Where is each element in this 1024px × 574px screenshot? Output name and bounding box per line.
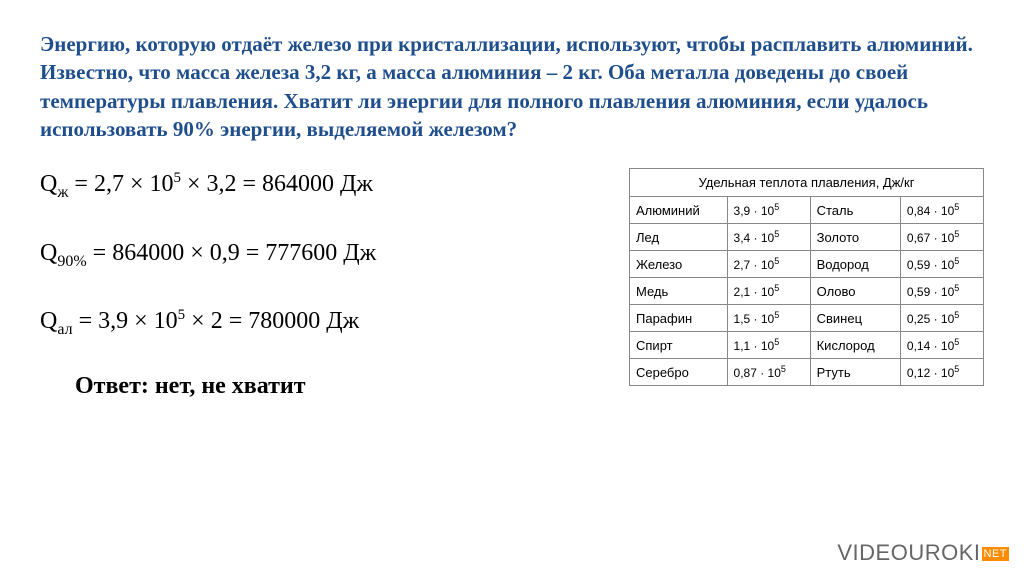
content-area: Qж = 2,7 × 105 × 3,2 = 864000 Дж Q90% = …	[40, 168, 984, 400]
heat-table-container: Удельная теплота плавления, Дж/кг Алюмин…	[629, 168, 984, 400]
material-name: Золото	[810, 224, 900, 251]
material-value: 0,25 · 105	[900, 305, 983, 332]
table-row: Железо2,7 · 105Водород0,59 · 105	[630, 251, 984, 278]
material-name: Ртуть	[810, 359, 900, 386]
material-name: Серебро	[630, 359, 728, 386]
problem-statement: Энергию, которую отдаёт железо при крист…	[40, 30, 984, 143]
watermark-tld: NET	[982, 547, 1010, 561]
material-value: 0,59 · 105	[900, 251, 983, 278]
material-name: Свинец	[810, 305, 900, 332]
material-name: Спирт	[630, 332, 728, 359]
table-row: Спирт1,1 · 105Кислород0,14 · 105	[630, 332, 984, 359]
equation-iron: Qж = 2,7 × 105 × 3,2 = 864000 Дж	[40, 168, 609, 204]
material-value: 0,84 · 105	[900, 197, 983, 224]
material-value: 0,14 · 105	[900, 332, 983, 359]
material-value: 1,5 · 105	[727, 305, 810, 332]
material-value: 3,4 · 105	[727, 224, 810, 251]
answer-text: Ответ: нет, не хватит	[75, 373, 609, 400]
material-name: Парафин	[630, 305, 728, 332]
table-row: Парафин1,5 · 105Свинец0,25 · 105	[630, 305, 984, 332]
table-row: Алюминий3,9 · 105Сталь0,84 · 105	[630, 197, 984, 224]
material-name: Алюминий	[630, 197, 728, 224]
material-value: 0,87 · 105	[727, 359, 810, 386]
equations-block: Qж = 2,7 × 105 × 3,2 = 864000 Дж Q90% = …	[40, 168, 609, 400]
material-value: 2,1 · 105	[727, 278, 810, 305]
material-name: Сталь	[810, 197, 900, 224]
equation-aluminum: Qал = 3,9 × 105 × 2 = 780000 Дж	[40, 305, 609, 341]
watermark: VIDEOUROKINET	[837, 540, 1009, 566]
table-body: Алюминий3,9 · 105Сталь0,84 · 105Лед3,4 ·…	[630, 197, 984, 386]
equation-90percent: Q90% = 864000 × 0,9 = 777600 Дж	[40, 237, 609, 273]
material-value: 2,7 · 105	[727, 251, 810, 278]
material-name: Медь	[630, 278, 728, 305]
material-name: Железо	[630, 251, 728, 278]
material-name: Лед	[630, 224, 728, 251]
material-name: Олово	[810, 278, 900, 305]
material-value: 0,67 · 105	[900, 224, 983, 251]
watermark-brand: VIDEOUROKI	[837, 540, 980, 565]
table-row: Лед3,4 · 105Золото0,67 · 105	[630, 224, 984, 251]
material-name: Водород	[810, 251, 900, 278]
material-value: 3,9 · 105	[727, 197, 810, 224]
material-value: 1,1 · 105	[727, 332, 810, 359]
heat-of-fusion-table: Удельная теплота плавления, Дж/кг Алюмин…	[629, 168, 984, 386]
table-row: Медь2,1 · 105Олово0,59 · 105	[630, 278, 984, 305]
table-row: Серебро0,87 · 105Ртуть0,12 · 105	[630, 359, 984, 386]
material-value: 0,12 · 105	[900, 359, 983, 386]
table-header: Удельная теплота плавления, Дж/кг	[630, 169, 984, 197]
material-value: 0,59 · 105	[900, 278, 983, 305]
material-name: Кислород	[810, 332, 900, 359]
